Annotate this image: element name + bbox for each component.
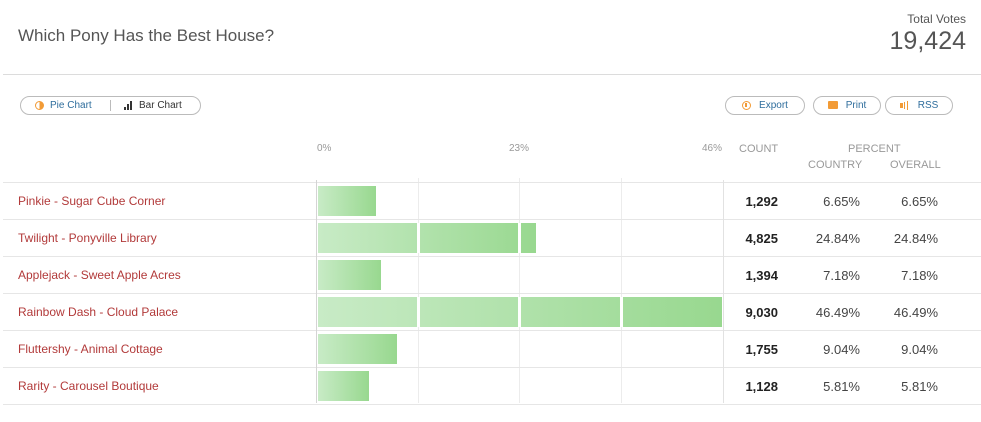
category-label[interactable]: Rarity - Carousel Boutique	[18, 379, 159, 393]
bar-segment-gap	[518, 223, 521, 253]
category-label[interactable]: Twilight - Ponyville Library	[18, 231, 157, 245]
bar-segment-gap	[417, 297, 420, 327]
row-divider	[3, 330, 981, 331]
total-votes-label: Total Votes	[907, 12, 966, 26]
percent-overall: 46.49%	[893, 305, 938, 320]
row-divider	[3, 256, 981, 257]
percent-overall: 6.65%	[901, 194, 938, 209]
percent-country: 5.81%	[823, 379, 860, 394]
vote-count: 1,394	[745, 268, 778, 283]
bar-segment-gap	[417, 223, 420, 253]
country-column-header: COUNTRY	[808, 159, 863, 171]
vote-count: 4,825	[745, 231, 778, 246]
x-tick-label: 46%	[702, 143, 723, 154]
bar-segment-gap	[620, 297, 623, 327]
percent-column-header: PERCENT	[848, 143, 901, 155]
row-divider	[3, 293, 981, 294]
export-icon	[742, 100, 752, 110]
gridline	[621, 178, 622, 403]
print-label: Print	[845, 100, 867, 111]
printer-icon	[827, 101, 838, 110]
category-label[interactable]: Pinkie - Sugar Cube Corner	[18, 194, 166, 208]
percent-country: 7.18%	[823, 268, 860, 283]
rss-label: RSS	[917, 100, 939, 111]
vote-count: 1,292	[745, 194, 778, 209]
chart-axis	[316, 180, 317, 403]
category-label[interactable]: Fluttershy - Animal Cottage	[18, 342, 163, 356]
bar	[318, 186, 377, 216]
percent-overall: 7.18%	[901, 268, 938, 283]
category-label[interactable]: Applejack - Sweet Apple Acres	[18, 268, 181, 282]
gridline	[418, 178, 419, 403]
pie-chart-button[interactable]: Pie Chart	[35, 97, 92, 114]
row-divider	[3, 367, 981, 368]
percent-country: 9.04%	[823, 342, 860, 357]
count-column-header: COUNT	[739, 143, 779, 155]
percent-overall: 9.04%	[901, 342, 938, 357]
percent-overall: 24.84%	[893, 231, 938, 246]
bar	[318, 371, 370, 401]
rss-icon	[899, 100, 910, 110]
bar-chart-button[interactable]: Bar Chart	[124, 97, 182, 114]
x-tick-label: 0%	[317, 143, 332, 154]
pie-chart-label: Pie Chart	[50, 100, 92, 111]
chart-type-toggle: Pie Chart Bar Chart	[20, 96, 201, 115]
percent-country: 46.49%	[815, 305, 860, 320]
pie-chart-icon	[35, 100, 44, 110]
poll-title: Which Pony Has the Best House?	[18, 26, 275, 45]
row-divider	[3, 404, 981, 405]
export-label: Export	[759, 100, 788, 111]
bar-chart-label: Bar Chart	[139, 100, 182, 111]
chart-end-line	[723, 180, 724, 403]
x-tick-label: 23%	[509, 143, 530, 154]
gridline	[519, 178, 520, 403]
percent-country: 6.65%	[823, 194, 860, 209]
bar	[318, 334, 398, 364]
row-divider	[3, 182, 981, 183]
vote-count: 9,030	[745, 305, 778, 320]
header-divider	[3, 74, 981, 75]
vote-count: 1,755	[745, 342, 778, 357]
category-label[interactable]: Rainbow Dash - Cloud Palace	[18, 305, 179, 319]
bar	[318, 260, 382, 290]
percent-country: 24.84%	[815, 231, 860, 246]
poll-header: Which Pony Has the Best House? Total Vot…	[0, 0, 981, 74]
percent-overall: 5.81%	[901, 379, 938, 394]
total-votes-value: 19,424	[889, 27, 966, 55]
overall-column-header: OVERALL	[890, 159, 941, 171]
bar	[318, 223, 537, 253]
export-button[interactable]: Export	[725, 96, 805, 115]
toggle-divider	[110, 100, 111, 111]
bar-segment-gap	[518, 297, 521, 327]
print-button[interactable]: Print	[813, 96, 881, 115]
bar-chart-icon	[124, 100, 133, 110]
rss-button[interactable]: RSS	[885, 96, 953, 115]
row-divider	[3, 219, 981, 220]
vote-count: 1,128	[745, 379, 778, 394]
